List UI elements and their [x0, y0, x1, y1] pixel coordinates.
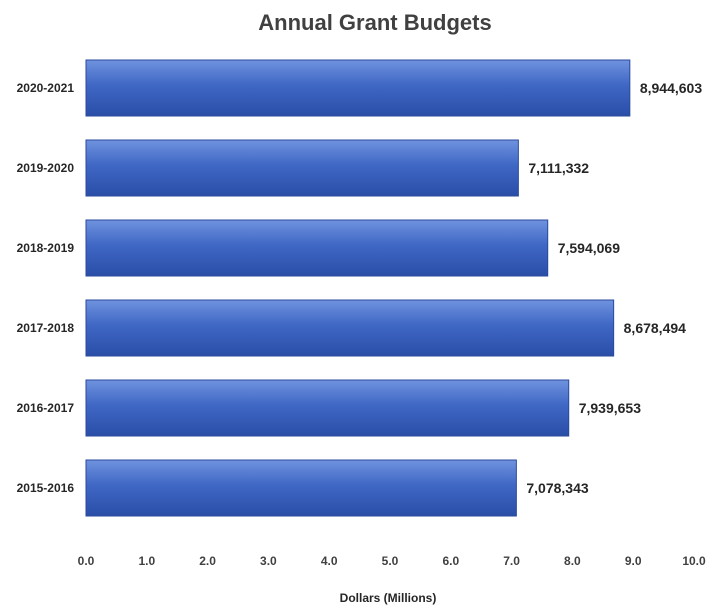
bar [85, 299, 615, 357]
value-labels: 7,078,343 7,939,653 8,678,494 7,594,069 7,11… [526, 80, 702, 496]
bar [85, 379, 570, 437]
x-axis-ticks: 0.0 1.0 2.0 3.0 4.0 5.0 6.0 7.0 8.0 9.0 10.0 [78, 554, 706, 568]
value-label: 8,678,494 [624, 320, 686, 336]
x-axis-title: Dollars (Millions) [340, 591, 437, 605]
x-tick-label: 0.0 [78, 554, 95, 568]
x-tick-label: 4.0 [321, 554, 338, 568]
bars-layer [85, 59, 631, 517]
value-label: 8,944,603 [640, 80, 702, 96]
x-tick-label: 10.0 [682, 554, 706, 568]
category-label: 2017-2018 [17, 321, 75, 335]
x-tick-label: 9.0 [625, 554, 642, 568]
category-label: 2020-2021 [17, 81, 75, 95]
x-tick-label: 1.0 [138, 554, 155, 568]
x-tick-label: 6.0 [442, 554, 459, 568]
x-tick-label: 5.0 [382, 554, 399, 568]
x-tick-label: 7.0 [503, 554, 520, 568]
bar [85, 219, 549, 277]
value-label: 7,594,069 [558, 240, 620, 256]
category-label: 2016-2017 [17, 401, 75, 415]
value-label: 7,939,653 [579, 400, 641, 416]
category-label: 2019-2020 [17, 161, 75, 175]
chart-title: Annual Grant Budgets [258, 10, 491, 35]
category-label: 2015-2016 [17, 481, 75, 495]
x-tick-label: 3.0 [260, 554, 277, 568]
value-label: 7,078,343 [526, 480, 588, 496]
category-labels: 2015-2016 2016-2017 2017-2018 2018-2019 2019… [17, 81, 75, 495]
category-label: 2018-2019 [17, 241, 75, 255]
bar [85, 139, 519, 197]
x-tick-label: 2.0 [199, 554, 216, 568]
x-tick-label: 8.0 [564, 554, 581, 568]
bar [85, 59, 631, 117]
bar [85, 459, 517, 517]
value-label: 7,111,332 [528, 160, 589, 176]
